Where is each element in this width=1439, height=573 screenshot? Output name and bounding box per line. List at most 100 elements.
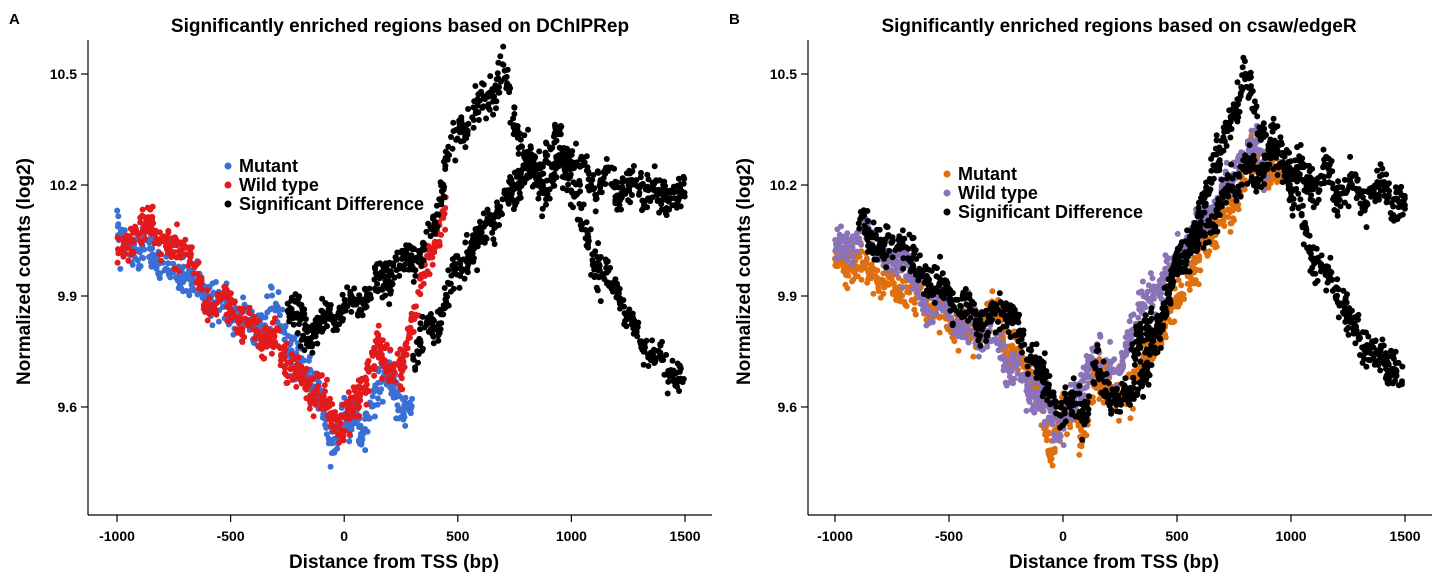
data-point [1196,255,1203,262]
data-point [298,336,305,343]
data-point [476,233,483,240]
data-point [893,259,900,266]
data-point [645,363,652,369]
data-point [995,347,1002,354]
data-point [178,239,185,246]
x-axis-label: Distance from TSS (bp) [289,552,499,573]
data-point [675,196,682,203]
data-point [442,205,449,211]
data-point [1019,332,1026,339]
data-point [452,157,459,164]
data-point [508,176,515,183]
data-point [322,300,329,306]
data-point [441,285,448,291]
data-point [562,166,569,173]
data-point [237,315,243,322]
data-point [550,177,557,184]
data-point [386,301,393,308]
data-point [324,376,330,383]
data-point [461,275,468,282]
data-point [286,318,293,325]
data-point [269,319,276,326]
data-point [595,240,602,247]
data-point [1041,418,1048,425]
data-point [377,270,384,277]
data-point [494,210,501,217]
data-point [1006,366,1013,372]
data-point [880,290,887,297]
data-point [962,286,969,292]
data-point [542,152,549,159]
data-point [1197,267,1204,274]
x-tick-label: 1500 [1389,528,1420,544]
data-point [310,413,317,420]
data-point [989,288,996,295]
data-point [403,351,410,358]
data-point [1014,354,1021,361]
data-point [611,184,618,191]
data-point [1270,115,1277,122]
data-point [1230,202,1237,209]
y-tick-label: 10.5 [770,66,797,82]
data-point [179,276,185,283]
data-point [998,339,1005,345]
data-point [443,291,449,298]
data-point [392,254,399,261]
data-point [641,341,648,348]
data-point [1191,254,1198,261]
data-point [866,272,873,279]
data-point [669,377,676,384]
data-point [335,314,342,321]
data-point [114,207,121,214]
data-point [844,230,851,237]
data-point [633,325,640,332]
data-point [651,163,658,170]
data-point [322,388,328,395]
data-point [114,259,121,266]
data-point [281,328,287,334]
data-point [1003,382,1010,389]
data-point [1046,414,1053,421]
data-point [1229,207,1236,214]
data-point [623,170,630,177]
data-point [284,373,291,380]
data-point [1127,415,1134,422]
data-point [390,364,397,371]
data-point [870,219,877,226]
data-point [933,310,940,317]
data-point [339,401,346,408]
data-point [628,176,635,183]
data-point [983,337,990,344]
data-point [529,183,536,190]
data-point [125,257,132,264]
data-point [400,358,407,365]
data-point [298,363,305,370]
data-point [1296,153,1303,160]
data-point [900,255,907,262]
data-point [465,253,472,260]
data-point [540,182,546,189]
data-point [409,395,416,402]
data-point [376,389,383,396]
data-point [344,398,351,405]
data-point [1213,243,1220,250]
data-point [240,294,247,301]
chart-title: Significantly enriched regions based on … [881,16,1356,37]
data-point [136,249,143,256]
data-point [603,269,610,276]
data-point [514,123,521,130]
data-point [536,190,543,197]
data-point [604,258,611,265]
data-point [331,320,337,327]
data-point [1128,312,1135,319]
data-point [142,235,149,242]
data-point [1162,334,1169,341]
data-point [426,271,433,278]
data-point [1051,445,1058,452]
data-point [488,221,495,228]
data-point [322,405,329,412]
data-point [355,312,361,319]
legend-marker [224,181,232,189]
data-point [366,364,373,371]
data-point [675,175,682,182]
